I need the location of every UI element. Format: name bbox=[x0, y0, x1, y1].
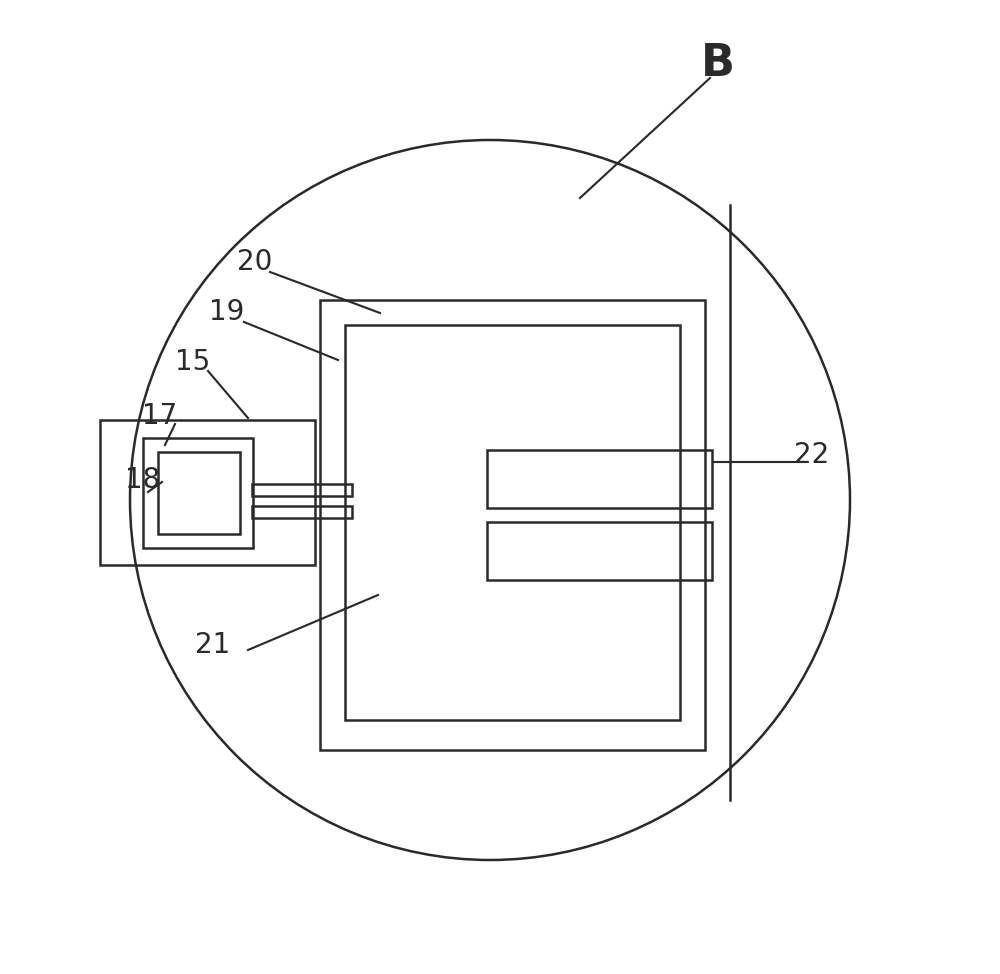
Text: 21: 21 bbox=[195, 631, 231, 659]
Bar bbox=[345, 325, 680, 720]
Bar bbox=[158, 452, 240, 534]
Text: 22: 22 bbox=[794, 441, 830, 469]
Bar bbox=[252, 484, 352, 496]
Bar bbox=[252, 506, 352, 518]
Text: 19: 19 bbox=[209, 298, 245, 326]
Bar bbox=[487, 450, 712, 508]
Text: 17: 17 bbox=[142, 402, 178, 430]
Bar bbox=[143, 438, 253, 548]
Bar bbox=[320, 300, 705, 750]
Text: B: B bbox=[701, 42, 735, 85]
Text: 15: 15 bbox=[175, 348, 211, 376]
Text: 18: 18 bbox=[125, 466, 161, 494]
Bar bbox=[100, 420, 315, 565]
Text: 20: 20 bbox=[237, 248, 273, 276]
Bar bbox=[487, 522, 712, 580]
